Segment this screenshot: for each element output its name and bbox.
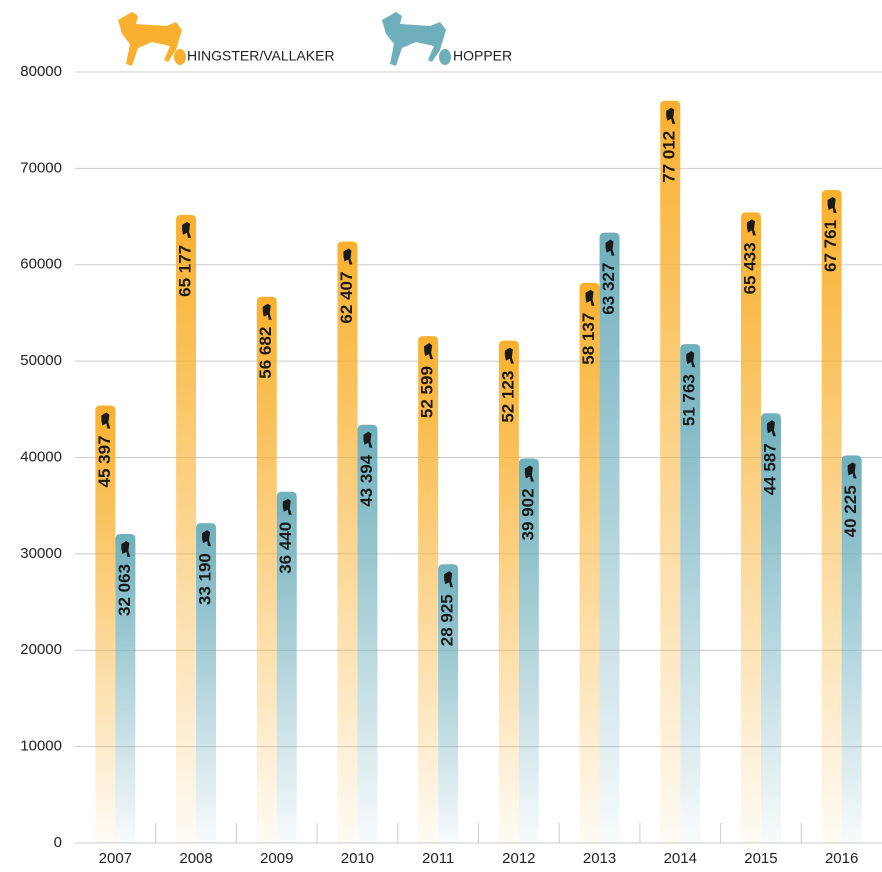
- x-tick-label: 2016: [825, 850, 858, 867]
- value-label: 67 761: [821, 220, 840, 272]
- bar: [418, 336, 439, 843]
- bar-icon: [424, 343, 434, 360]
- value-label: 36 440: [276, 522, 295, 574]
- bar-icon: [182, 221, 192, 238]
- legend: HINGSTER/VALLAKER HOPPER: [118, 12, 512, 66]
- bar-icon: [847, 462, 857, 479]
- value-label: 65 433: [740, 242, 759, 294]
- value-label: 77 012: [660, 131, 679, 183]
- bar: [518, 458, 539, 843]
- y-tick-label: 50000: [20, 352, 62, 369]
- value-label: 40 225: [841, 485, 860, 537]
- bar-icon: [766, 420, 776, 437]
- bar-icon: [262, 303, 272, 320]
- bar: [196, 523, 217, 843]
- bar-icon: [343, 248, 353, 265]
- legend-label: HOPPER: [453, 48, 512, 64]
- legend-icon: [439, 49, 451, 65]
- value-label: 43 394: [357, 454, 376, 507]
- value-label: 63 327: [599, 263, 618, 315]
- bar-icon: [746, 219, 756, 236]
- bar: [821, 189, 842, 843]
- value-label: 52 599: [418, 366, 437, 418]
- legend-label: HINGSTER/VALLAKER: [187, 48, 335, 64]
- bar-icon: [605, 239, 615, 256]
- x-tick-label: 2008: [179, 850, 212, 867]
- legend-icon: [118, 12, 182, 66]
- y-tick-label: 70000: [20, 159, 62, 176]
- bar: [276, 491, 297, 843]
- value-label: 56 682: [256, 327, 275, 379]
- bar-icon: [827, 196, 837, 213]
- bar-icon: [524, 465, 534, 482]
- bar: [579, 282, 600, 843]
- y-tick-label: 40000: [20, 448, 62, 465]
- bar-icon: [202, 530, 212, 547]
- y-tick-label: 0: [54, 834, 62, 851]
- bar: [256, 296, 277, 843]
- legend-icon: [382, 12, 446, 66]
- bar: [660, 100, 681, 843]
- x-tick-label: 2011: [422, 850, 454, 867]
- bar-icon: [282, 498, 292, 515]
- value-label: 62 407: [337, 272, 356, 324]
- bar-icon: [363, 431, 373, 448]
- value-label: 32 063: [115, 564, 134, 616]
- bar: [95, 405, 116, 843]
- y-tick-label: 10000: [20, 738, 62, 755]
- bar: [176, 214, 197, 843]
- bar-icon: [686, 351, 696, 368]
- value-label: 51 763: [680, 374, 699, 426]
- value-label: 33 190: [196, 553, 215, 605]
- bar: [438, 564, 459, 843]
- bar-icon: [444, 571, 454, 588]
- value-label: 44 587: [760, 443, 779, 495]
- x-tick-label: 2010: [341, 850, 374, 867]
- y-tick-label: 80000: [20, 63, 62, 80]
- bar-icon: [585, 289, 595, 306]
- y-tick-label: 20000: [20, 641, 62, 658]
- bar: [498, 340, 519, 843]
- y-tick-label: 60000: [20, 256, 62, 273]
- legend-icon: [174, 49, 186, 65]
- bar: [740, 212, 761, 843]
- bar-icon: [121, 540, 131, 557]
- value-label: 58 137: [579, 313, 598, 365]
- bar: [115, 533, 136, 843]
- bar: [760, 413, 781, 843]
- value-label: 28 925: [438, 594, 457, 646]
- value-label: 52 123: [498, 371, 517, 423]
- bar: [337, 241, 358, 843]
- bar: [357, 424, 378, 843]
- bar: [680, 344, 701, 843]
- x-tick-label: 2015: [744, 850, 777, 867]
- y-tick-label: 30000: [20, 545, 62, 562]
- value-label: 65 177: [176, 245, 195, 297]
- bar-icon: [101, 412, 111, 429]
- bar: [599, 232, 620, 843]
- x-tick-label: 2009: [260, 850, 293, 867]
- value-label: 39 902: [518, 488, 537, 540]
- bar-icon: [504, 347, 514, 364]
- x-tick-label: 2012: [502, 850, 535, 867]
- x-tick-label: 2007: [99, 850, 132, 867]
- x-tick-label: 2013: [583, 850, 616, 867]
- value-label: 45 397: [95, 435, 114, 487]
- bar-icon: [666, 107, 676, 124]
- x-tick-label: 2014: [664, 850, 697, 867]
- bar: [841, 455, 862, 843]
